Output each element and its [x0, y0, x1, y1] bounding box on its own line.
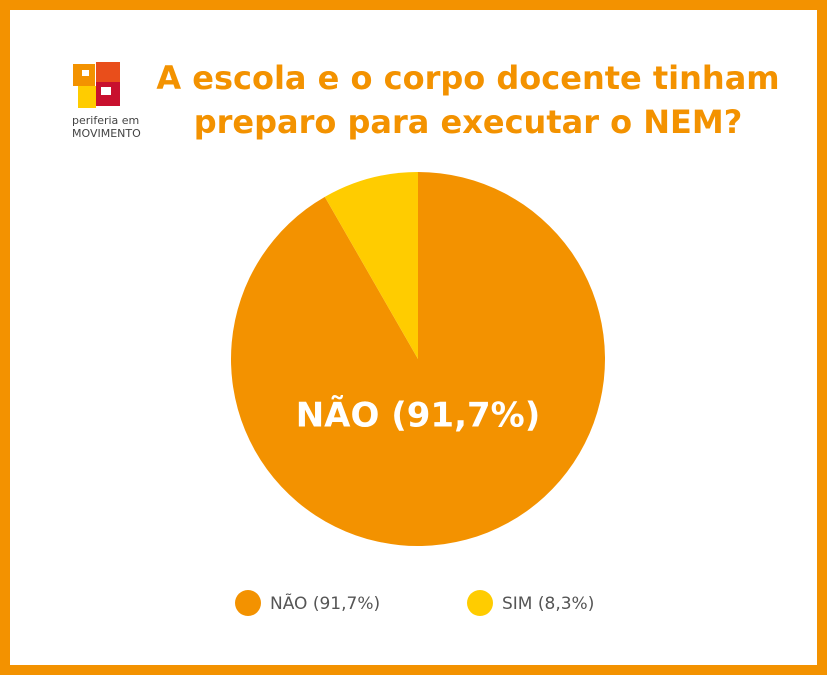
logo-text: MOVIMENTO: [72, 127, 141, 140]
pie-slice: [230, 172, 605, 546]
data-label: NÃO (91,7%): [296, 395, 541, 436]
chart-title: A escola e o corpo docente tinham prepar…: [156, 59, 780, 141]
legend-swatch: [235, 590, 261, 616]
logo-text: periferia em: [72, 114, 139, 127]
legend-swatch: [467, 590, 493, 616]
logo: periferia em MOVIMENTO: [72, 62, 141, 140]
legend-label: NÃO (91,7%): [270, 592, 380, 614]
pie-slice: [324, 172, 418, 359]
legend-label: SIM (8,3%): [502, 594, 594, 614]
